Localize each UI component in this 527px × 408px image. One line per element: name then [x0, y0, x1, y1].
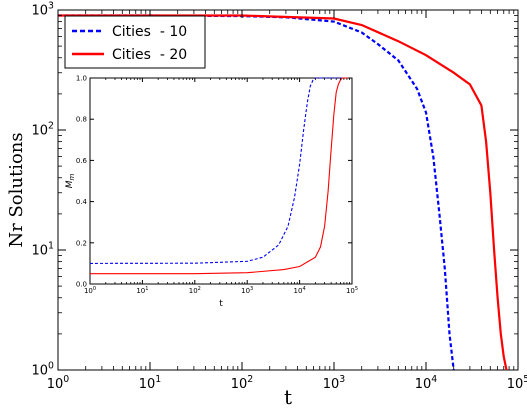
main-y-tick-label: 101 — [32, 241, 55, 259]
inset-y-axis-label: Mm — [65, 174, 76, 189]
legend-label-cities-20: Cities - 20 — [112, 47, 187, 63]
inset-x-tick-label: 102 — [189, 286, 201, 295]
inset-y-ticks: 0.0 0.2 0.4 0.6 0.8 1.0 — [76, 74, 352, 288]
main-y-tick-label: 103 — [32, 1, 55, 19]
inset-chart: 100 101 102 103 104 105 0.00.20.40.60.81.0 t … — [65, 74, 358, 309]
main-series-group — [58, 14, 508, 371]
inset-x-tick-label: 103 — [241, 286, 253, 295]
inset-x-ticks: 100 101 102 103 104 105 — [84, 78, 358, 295]
main-x-tick-label: 101 — [139, 374, 162, 392]
legend-label-cities-10: Cities - 10 — [112, 24, 187, 40]
inset-y-tick-label: 0.0 — [76, 280, 87, 288]
inset-y-tick-label: 0.2 — [76, 239, 87, 247]
inset-y-tick-label: 0.4 — [76, 198, 88, 206]
inset-x-tick-label: 100 — [84, 286, 96, 295]
main-x-tick-label: 105 — [507, 374, 527, 392]
inset-plot-frame — [89, 77, 353, 285]
inset-x-axis-label: t — [219, 299, 223, 309]
main-y-tick-label: 102 — [32, 121, 55, 139]
main-series-cities-20 — [58, 14, 508, 371]
main-y-ticks: 100 101 102 103 — [32, 1, 518, 379]
inset-y-tick-label: 0.6 — [76, 157, 88, 165]
main-x-ticks: 100 101 102 103 104 105 — [47, 10, 527, 392]
main-x-tick-label: 100 — [47, 374, 70, 392]
inset-y-tick-label: 1.0 — [76, 74, 87, 82]
main-x-tick-label: 102 — [231, 374, 254, 392]
legend: Cities - 10 Cities - 20 — [64, 15, 206, 69]
main-y-axis-label: Nr Solutions — [6, 132, 27, 247]
inset-x-tick-label: 101 — [136, 286, 148, 295]
inset-y-tick-label: 0.8 — [76, 116, 87, 124]
legend-box — [64, 15, 206, 69]
inset-series-group — [89, 77, 352, 275]
inset-x-tick-label: 105 — [346, 286, 358, 295]
main-y-tick-label: 100 — [32, 361, 55, 379]
main-x-axis-label: t — [284, 385, 292, 408]
inset-series-cities-10 — [89, 77, 352, 264]
main-x-tick-label: 104 — [415, 374, 438, 392]
inset-series-cities-20 — [90, 77, 352, 275]
main-x-tick-label: 103 — [323, 374, 346, 392]
inset-x-tick-label: 104 — [294, 286, 306, 295]
